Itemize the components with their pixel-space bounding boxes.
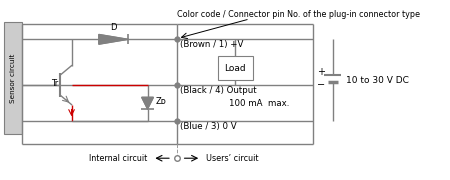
Text: Internal circuit: Internal circuit (89, 154, 148, 163)
Text: Users’ circuit: Users’ circuit (206, 154, 258, 163)
Text: Zᴅ: Zᴅ (155, 97, 166, 106)
Text: Color code / Connector pin No. of the plug-in connector type: Color code / Connector pin No. of the pl… (177, 10, 420, 19)
Text: −: − (317, 80, 325, 90)
Text: Sensor circuit: Sensor circuit (10, 53, 16, 102)
Text: (Black / 4) Output: (Black / 4) Output (180, 86, 256, 95)
Polygon shape (99, 34, 128, 44)
Bar (4, 22, 22, 134)
Text: Tr: Tr (51, 79, 58, 88)
Text: +: + (317, 68, 325, 77)
Text: D: D (110, 22, 117, 32)
Polygon shape (142, 97, 153, 109)
Text: (Brown / 1) +V: (Brown / 1) +V (180, 40, 243, 49)
Text: Load: Load (225, 64, 246, 73)
Text: 100 mA  max.: 100 mA max. (230, 99, 290, 108)
Bar (218, 56, 253, 80)
Text: (Blue / 3) 0 V: (Blue / 3) 0 V (180, 122, 236, 131)
Text: 10 to 30 V DC: 10 to 30 V DC (346, 76, 409, 85)
